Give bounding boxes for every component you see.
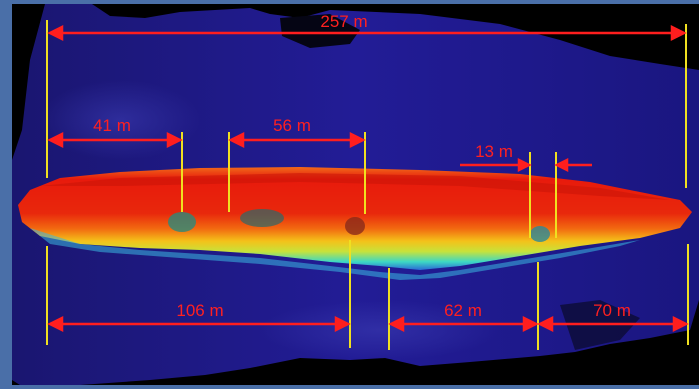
arrowhead [554,157,569,173]
arrowhead [522,315,539,333]
label-stern-gap: 13 m [475,142,513,161]
arrowhead [672,315,689,333]
hull-debris [168,212,196,232]
label-lower-mid: 62 m [444,301,482,320]
dimension-arrows [47,24,689,333]
arrowhead [166,131,183,149]
seabed-dark-hole [280,14,360,48]
label-bow-section: 41 m [93,116,131,135]
arrowhead [47,24,64,42]
arrowhead [349,131,366,149]
hull-debris [530,226,550,242]
arrowhead [228,131,245,149]
marker-lines [46,20,689,350]
arrowhead [517,157,532,173]
arrowhead [670,24,687,42]
arrowhead [537,315,554,333]
label-overall-length: 257 m [320,12,367,31]
frame-border-top [0,0,699,4]
hull-lower-fringe [30,228,640,280]
frame-border-bottom [0,385,699,389]
seabed-texture [260,300,500,360]
arrowhead [334,315,351,333]
label-lower-right: 70 m [593,301,631,320]
hull-deck-band [40,173,670,200]
hull-debris [240,209,284,227]
arrowhead [47,315,64,333]
frame-border-left [0,0,12,389]
hull-debris [345,217,365,235]
arrowhead [388,315,405,333]
label-lower-left: 106 m [176,301,223,320]
arrowhead [47,131,64,149]
label-mid-section: 56 m [273,116,311,135]
